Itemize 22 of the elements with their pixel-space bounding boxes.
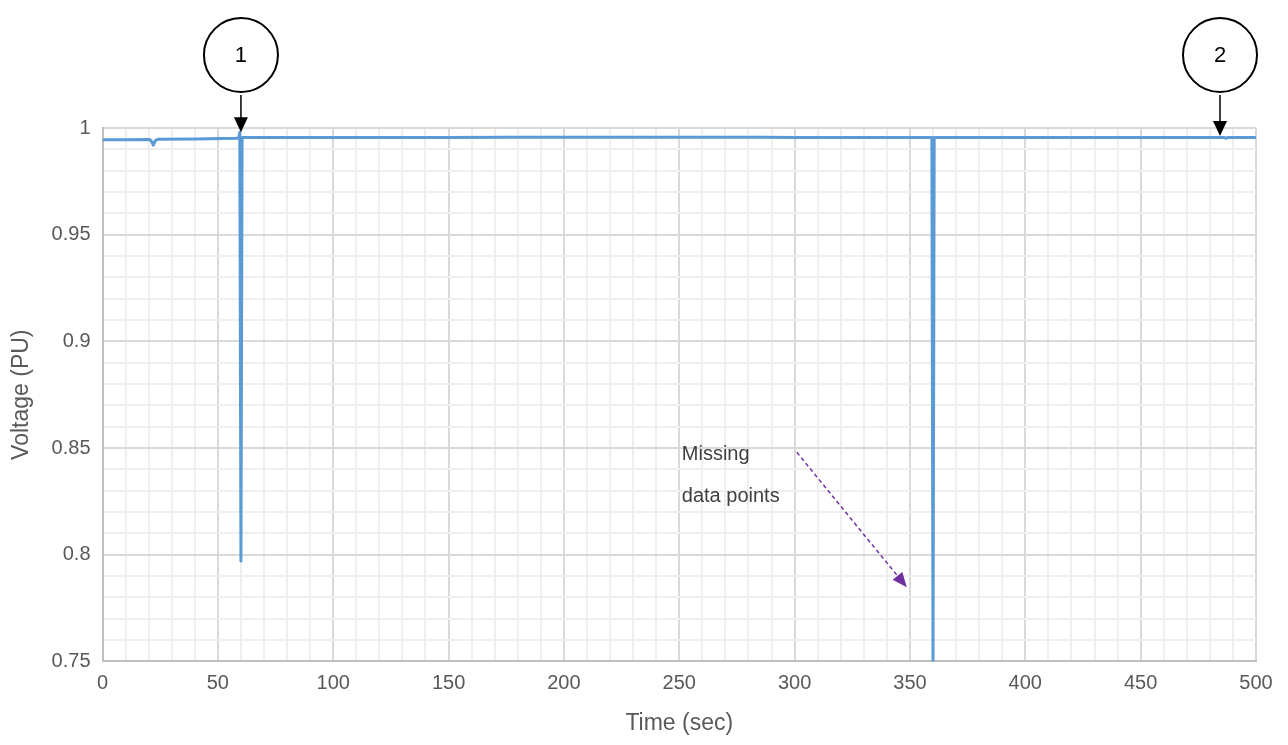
x-tick-label: 400 <box>1008 670 1042 693</box>
y-tick-label: 0.9 <box>62 328 91 351</box>
x-axis-title: Time (sec) <box>625 708 734 735</box>
x-tick-label: 100 <box>316 670 350 693</box>
x-tick-label: 200 <box>547 670 581 693</box>
x-tick-label: 250 <box>662 670 696 693</box>
x-tick-label: 0 <box>96 670 109 693</box>
x-tick-label: 300 <box>777 670 812 693</box>
y-tick-label: 1 <box>79 115 91 138</box>
x-tick-label: 150 <box>431 670 466 693</box>
x-tick-label: 500 <box>1239 670 1273 693</box>
y-tick-label: 0.85 <box>51 435 91 458</box>
y-tick-label: 0.8 <box>62 542 91 565</box>
x-tick-label: 50 <box>206 670 229 693</box>
annotation: 1 <box>233 41 249 69</box>
annotation: Missing data points <box>681 441 780 509</box>
y-tick-label: 0.95 <box>51 222 91 245</box>
text: 2 <box>1212 41 1228 69</box>
x-tick-label: 450 <box>1123 670 1158 693</box>
y-axis-title: Voltage (PU) <box>7 329 34 460</box>
y-tick-label: 0.75 <box>51 648 91 671</box>
x-tick-label: 350 <box>893 670 927 693</box>
